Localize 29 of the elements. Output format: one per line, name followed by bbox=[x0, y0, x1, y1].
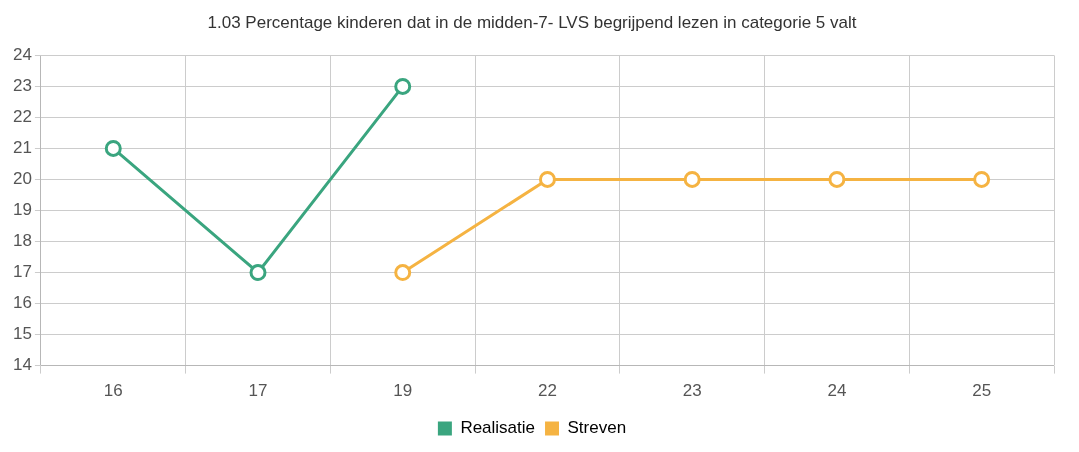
y-tick-label: 23 bbox=[12, 76, 32, 96]
point bbox=[538, 170, 556, 188]
y-tick-label: 20 bbox=[12, 169, 32, 189]
x-tick-label: 25 bbox=[972, 381, 992, 401]
legend-label: Streven bbox=[567, 418, 627, 438]
x-tick-label: 22 bbox=[537, 381, 557, 401]
y-tick-label: 24 bbox=[12, 45, 32, 65]
point bbox=[683, 170, 701, 188]
point bbox=[973, 170, 991, 188]
x-tick-label: 23 bbox=[682, 381, 702, 401]
y-tick-label: 16 bbox=[12, 293, 32, 313]
point bbox=[249, 264, 267, 282]
y-tick-label: 19 bbox=[12, 200, 32, 220]
legend-label: Realisatie bbox=[460, 418, 536, 438]
point bbox=[104, 139, 122, 157]
point bbox=[394, 264, 412, 282]
x-tick-label: 24 bbox=[827, 381, 847, 401]
point bbox=[394, 77, 412, 95]
y-tick-label: 17 bbox=[12, 262, 32, 282]
x-tick-label: 19 bbox=[393, 381, 413, 401]
x-tick-label: 17 bbox=[248, 381, 268, 401]
y-tick-label: 18 bbox=[12, 231, 32, 251]
y-tick-label: 21 bbox=[12, 138, 32, 158]
x-tick-label: 16 bbox=[103, 381, 123, 401]
point bbox=[828, 170, 846, 188]
y-tick-label: 22 bbox=[12, 107, 32, 127]
y-tick-label: 14 bbox=[12, 355, 32, 375]
y-tick-label: 15 bbox=[12, 324, 32, 344]
chart-title: 1.03 Percentage kinderen dat in de midden-7- LVS begrijpend lezen in categorie 5 valt bbox=[207, 12, 857, 32]
